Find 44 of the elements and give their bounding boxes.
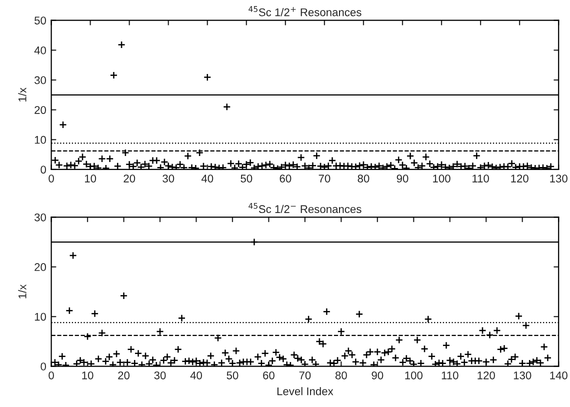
y-tick-label: 20 [34, 106, 46, 114]
x-tick-label: 0 [48, 371, 54, 380]
x-tick-label: 40 [201, 174, 214, 182]
x-axis-title: Level Index [277, 387, 334, 396]
y-tick-label: 30 [34, 76, 46, 84]
y-tick-label: 50 [34, 16, 46, 24]
y-tick-label: 0 [40, 166, 46, 174]
x-tick-label: 50 [240, 174, 252, 182]
y-tick-label: 10 [34, 312, 46, 321]
x-tick-label: 120 [511, 174, 528, 182]
x-tick-label: 20 [118, 371, 130, 380]
x-tick-label: 30 [154, 371, 166, 380]
x-tick-label: 70 [318, 174, 330, 182]
x-tick-label: 60 [263, 371, 274, 380]
x-tick-label: 90 [396, 174, 408, 182]
x-tick-label: 0 [48, 174, 54, 182]
y-tick-label: 30 [34, 213, 46, 222]
x-tick-label: 30 [162, 174, 174, 182]
chart-title: $^{45}$Sc 1/2$^{−}$ Resonances [248, 203, 362, 214]
x-tick-label: 100 [405, 371, 422, 380]
x-tick-label: 80 [358, 174, 370, 182]
x-tick-label: 140 [550, 371, 568, 380]
x-tick-label: 40 [190, 371, 202, 380]
x-tick-label: 20 [124, 174, 136, 182]
x-tick-label: 60 [280, 174, 292, 182]
x-tick-label: 110 [442, 371, 458, 380]
x-tick-label: 100 [433, 174, 450, 182]
y-axis-title: 1/x [18, 284, 26, 298]
x-tick-label: 10 [84, 174, 96, 182]
y-axis-title: 1/x [18, 88, 26, 102]
x-tick-label: 70 [299, 371, 311, 380]
chart-title: $^{45}$Sc 1/2$^{+}$ Resonances [248, 6, 362, 16]
y-tick-label: 40 [34, 46, 46, 54]
x-tick-label: 50 [226, 371, 238, 380]
x-tick-label: 130 [514, 371, 532, 380]
x-tick-label: 120 [478, 371, 495, 380]
y-tick-label: 0 [40, 362, 46, 370]
x-tick-label: 110 [472, 174, 489, 182]
x-tick-label: 130 [550, 174, 568, 182]
x-tick-label: 10 [82, 371, 94, 380]
y-tick-label: 20 [34, 263, 46, 272]
y-tick-label: 10 [34, 136, 46, 144]
x-tick-label: 90 [372, 371, 384, 380]
x-tick-label: 80 [335, 371, 347, 380]
